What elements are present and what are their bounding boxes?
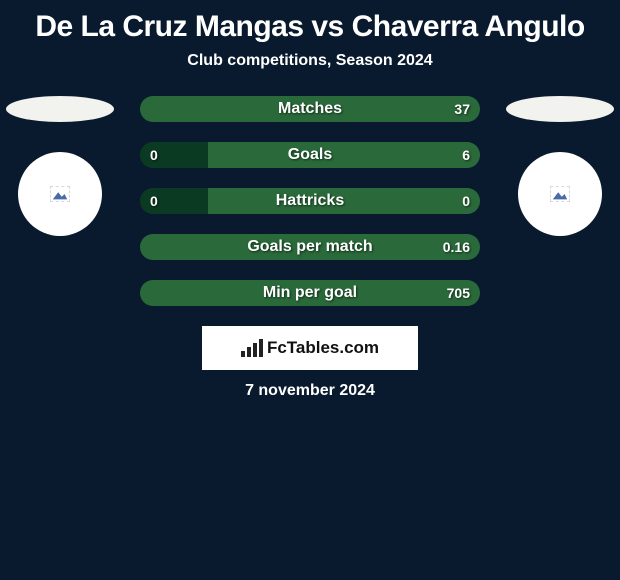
stat-row: Goals06: [140, 142, 480, 168]
brand-text: FcTables.com: [267, 338, 379, 358]
left-team-badge: [6, 96, 114, 122]
right-team-badge: [506, 96, 614, 122]
stat-bar-left: [140, 142, 208, 168]
right-player-column: [500, 96, 620, 236]
stat-row: Min per goal705: [140, 280, 480, 306]
stat-row: Matches37: [140, 96, 480, 122]
stat-bar-right: [140, 234, 480, 260]
image-placeholder-icon: [50, 186, 70, 202]
stat-row: Goals per match0.16: [140, 234, 480, 260]
stat-bar-right: [208, 142, 480, 168]
brand-box: FcTables.com: [202, 326, 418, 370]
comparison-body: Matches37 Goals06 Hattricks00 Goals per mat…: [0, 96, 620, 306]
stat-bar-right: [140, 280, 480, 306]
page-title: De La Cruz Mangas vs Chaverra Angulo: [0, 0, 620, 52]
left-player-column: [0, 96, 120, 236]
stat-bar-right: [140, 96, 480, 122]
image-placeholder-icon: [550, 186, 570, 202]
stat-bar-right: [208, 188, 480, 214]
comparison-card: De La Cruz Mangas vs Chaverra Angulo Clu…: [0, 0, 620, 580]
stat-bar-left: [140, 188, 208, 214]
brand-chart-icon: [241, 339, 263, 357]
date-line: 7 november 2024: [0, 382, 620, 400]
left-player-avatar: [18, 152, 102, 236]
stat-row: Hattricks00: [140, 188, 480, 214]
subtitle: Club competitions, Season 2024: [0, 52, 620, 70]
stats-bars: Matches37 Goals06 Hattricks00 Goals per mat…: [140, 96, 480, 306]
right-player-avatar: [518, 152, 602, 236]
